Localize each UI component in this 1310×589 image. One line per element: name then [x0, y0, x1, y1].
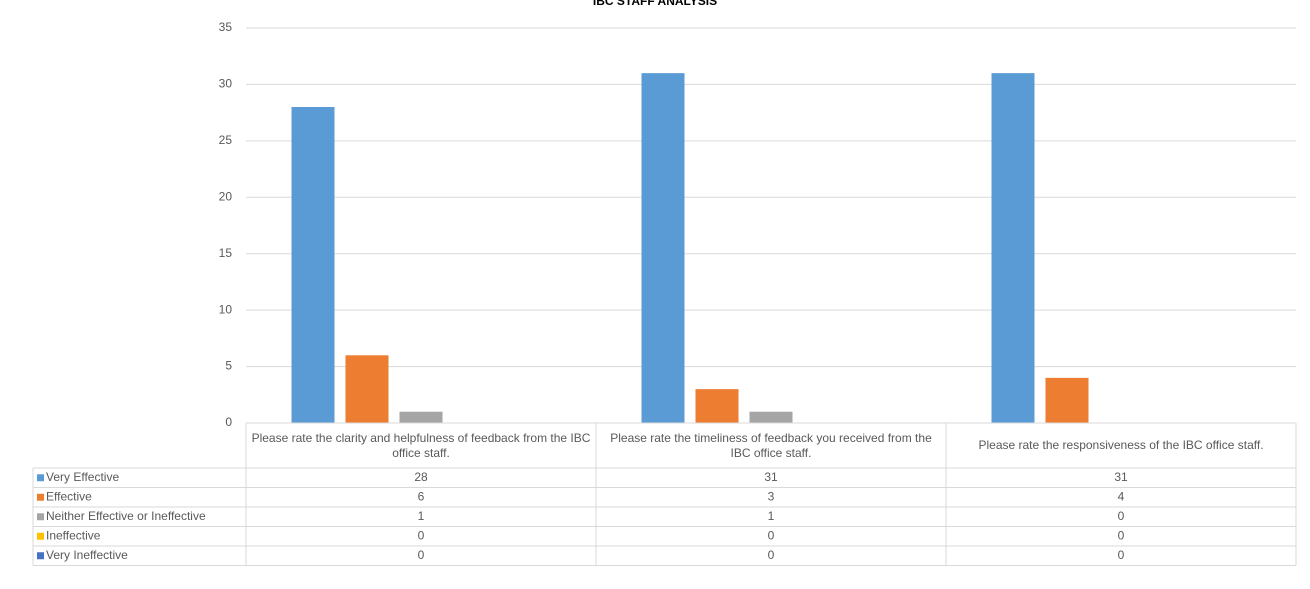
bar — [1045, 377, 1089, 423]
y-tick-label: 0 — [225, 415, 232, 429]
legend-swatch — [37, 513, 44, 521]
table-value: 0 — [1118, 528, 1125, 542]
legend-swatch — [37, 493, 44, 501]
bar — [399, 411, 443, 423]
y-tick-label: 15 — [219, 246, 233, 260]
table-value: 0 — [1118, 509, 1125, 523]
legend-label: Effective — [46, 489, 92, 503]
bar — [641, 73, 685, 424]
bar — [291, 107, 335, 423]
table-value: 0 — [1118, 548, 1125, 562]
category-cell: Please rate the timeliness of feedback y… — [610, 430, 932, 460]
table-value: 1 — [768, 509, 775, 523]
table-value: 3 — [768, 489, 775, 503]
table-value: 1 — [418, 509, 425, 523]
table-value: 6 — [418, 489, 425, 503]
category-cell: Please rate the clarity and helpfulness … — [251, 430, 591, 460]
legend-swatch — [37, 552, 44, 560]
bar — [991, 73, 1035, 424]
table-value: 0 — [768, 528, 775, 542]
category-cell: Please rate the responsiveness of the IB… — [978, 438, 1264, 452]
table-value: 31 — [1114, 470, 1128, 484]
bar — [695, 389, 739, 423]
table-value: 28 — [414, 470, 428, 484]
x-tick-label: Please rate the clarity and helpfulness … — [251, 430, 591, 460]
legend-label: Neither Effective or Ineffective — [46, 509, 206, 523]
table-value: 0 — [768, 548, 775, 562]
y-tick-label: 30 — [219, 77, 233, 91]
legend-swatch — [37, 532, 44, 540]
table-value: 4 — [1118, 489, 1125, 503]
y-tick-label: 25 — [219, 133, 233, 147]
x-tick-label: Please rate the responsiveness of the IB… — [978, 438, 1264, 452]
x-tick-label: Please rate the timeliness of feedback y… — [610, 430, 932, 460]
legend-label: Very Effective — [46, 470, 119, 484]
bar — [749, 411, 793, 423]
chart-title: IBC STAFF ANALYSIS — [593, 0, 717, 8]
y-tick-label: 5 — [225, 359, 232, 373]
table-value: 31 — [764, 470, 778, 484]
y-tick-label: 20 — [219, 189, 233, 203]
legend-swatch — [37, 474, 44, 482]
y-tick-label: 10 — [219, 302, 233, 316]
legend-label: Ineffective — [46, 528, 101, 542]
table-value: 0 — [418, 528, 425, 542]
legend-label: Very Ineffective — [46, 548, 128, 562]
bar — [345, 355, 389, 423]
y-tick-label: 35 — [219, 20, 233, 34]
table-value: 0 — [418, 548, 425, 562]
